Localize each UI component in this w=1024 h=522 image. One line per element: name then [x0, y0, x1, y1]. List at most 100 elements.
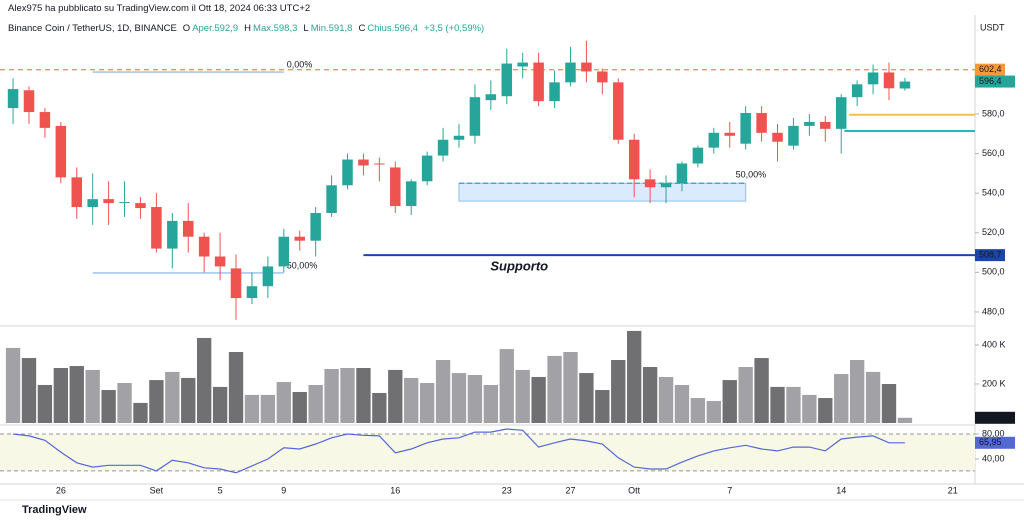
candle-body [326, 185, 337, 213]
candle-body [71, 177, 83, 208]
volume-bar [276, 382, 291, 423]
volume-bar [435, 359, 451, 423]
level-text: Supporto [490, 259, 548, 274]
y-tick-label: 560,0 [982, 148, 1005, 158]
candle-body [7, 89, 19, 109]
candle-body [310, 212, 321, 241]
volume-bar [738, 367, 753, 423]
volume-bar [642, 367, 658, 423]
y-tick-label: 520,0 [982, 227, 1005, 237]
price-label-box [975, 63, 1005, 76]
candle-body [581, 62, 592, 72]
rsi-band-fill [0, 434, 975, 471]
volume-bar [419, 383, 435, 423]
candle-body [23, 90, 35, 113]
candle-body [453, 135, 465, 140]
volume-bar [467, 375, 483, 423]
volume-bar [197, 337, 212, 423]
candle-body [214, 256, 226, 267]
candle-body [469, 97, 481, 136]
candle-body [804, 121, 815, 126]
x-tick-label: 7 [727, 485, 732, 495]
candle-body [167, 220, 178, 249]
candle-body [294, 236, 305, 241]
x-tick-label: 9 [281, 485, 286, 495]
candle-body [55, 125, 67, 178]
volume-bar [770, 386, 785, 423]
volume-bar [627, 330, 642, 423]
volume-bar [802, 394, 817, 423]
volume-bar [340, 367, 355, 423]
candle-body [374, 163, 385, 165]
last-volume-box [975, 411, 1015, 424]
volume-bar [324, 368, 339, 423]
volume-bar [786, 386, 801, 423]
y-tick-label: 400 K [982, 339, 1006, 349]
volume-bar [722, 380, 737, 423]
volume-bar [372, 392, 387, 423]
candle-body [358, 159, 369, 166]
price-label-box [975, 249, 1005, 262]
support-zone [458, 182, 747, 202]
candle-body [342, 159, 353, 186]
candle-body [788, 125, 799, 146]
candle-body [230, 268, 242, 299]
candle-body [835, 97, 847, 129]
volume-bar [37, 384, 53, 423]
legend-value: Max.598,3 [253, 23, 298, 34]
legend-key: L [303, 23, 309, 34]
volume-bar [499, 349, 514, 423]
volume-bar [881, 383, 897, 423]
x-tick-label: Set [150, 485, 164, 495]
candle-body [437, 139, 449, 156]
candle-body [549, 82, 560, 102]
candle-body [772, 132, 783, 142]
legend-value: Aper.592,9 [192, 23, 239, 34]
volume-bar [101, 390, 116, 423]
currency: USDT [980, 22, 1005, 32]
price-label: 602,4 [979, 64, 1002, 74]
candle-body [628, 139, 640, 180]
legend-key: O [182, 23, 191, 34]
volume-bar [308, 384, 323, 423]
volume-bar [897, 417, 913, 423]
y-tick-label: 80,00 [982, 428, 1005, 438]
volume-bar [563, 351, 578, 423]
candle-body [405, 181, 417, 207]
volume-bar [69, 366, 84, 423]
x-tick-label: 14 [836, 485, 846, 495]
candle-body [39, 112, 51, 128]
volume-bar [388, 369, 403, 423]
volume-bar [165, 371, 180, 423]
volume-bar [292, 391, 307, 423]
last-rsi-label: 65,95 [979, 437, 1002, 447]
legend-value: Min.591,8 [310, 23, 353, 34]
volume-bar [53, 367, 69, 423]
candle-body [278, 236, 290, 267]
x-tick-label: 21 [948, 485, 958, 495]
volume-bar [5, 347, 21, 423]
candle-body [262, 266, 274, 287]
volume-bar [754, 358, 769, 423]
y-tick-label: 580,0 [982, 108, 1005, 118]
candle-body [820, 121, 831, 129]
volume-bar [21, 358, 37, 423]
x-tick-label: 16 [390, 485, 400, 495]
candle-body [612, 82, 624, 140]
volume-bar [531, 376, 546, 423]
volume-bar [834, 374, 849, 423]
volume-bar [706, 400, 721, 423]
legend-value: Chius.596,4 [367, 23, 419, 34]
fib-label: 50,00% [287, 260, 318, 270]
candle-body [756, 113, 767, 133]
fib-label: 0,00% [287, 59, 313, 69]
x-tick-label: 23 [502, 485, 512, 495]
price-label: 508,7 [979, 250, 1002, 260]
candle-body [87, 199, 98, 208]
candle-body [103, 199, 114, 204]
volume-bar [133, 402, 148, 423]
legend-key: H [244, 23, 252, 34]
candle-body [151, 207, 162, 249]
candle-body [740, 113, 751, 144]
y-tick-label: 540,0 [982, 188, 1005, 198]
